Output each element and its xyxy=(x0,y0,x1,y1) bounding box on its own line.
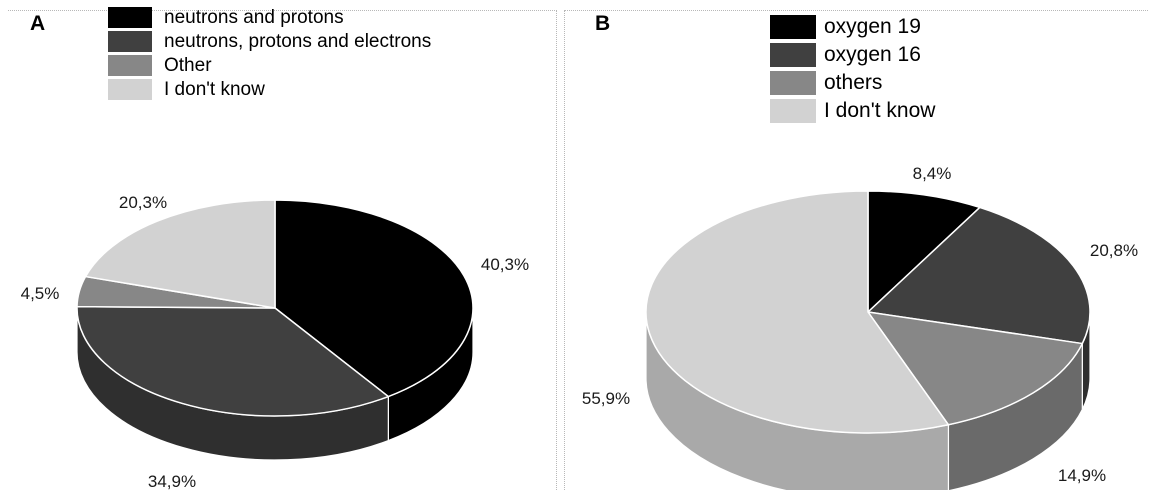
data-label: 40,3% xyxy=(481,255,529,274)
chart-panel-a xyxy=(8,10,557,490)
legend-label: I don't know xyxy=(824,99,936,122)
legend-item: oxygen 19 xyxy=(770,15,935,39)
legend-swatch xyxy=(108,55,152,76)
legend-label: oxygen 16 xyxy=(824,43,921,66)
pie-slice-1 xyxy=(274,199,474,398)
pie-slice-4 xyxy=(645,190,950,434)
legend-item: I don't know xyxy=(108,79,431,100)
legend-label: others xyxy=(824,71,883,94)
legend-a: neutrons and protons neutrons, protons a… xyxy=(108,7,431,103)
legend-swatch xyxy=(770,99,816,123)
pie-slice-2 xyxy=(867,206,1091,345)
pie-slice-1 xyxy=(867,190,981,313)
legend-item: oxygen 16 xyxy=(770,43,935,67)
legend-swatch xyxy=(108,79,152,100)
legend-item: Other xyxy=(108,55,431,76)
legend-swatch xyxy=(108,31,152,52)
data-label: 20,3% xyxy=(119,193,167,212)
pie-slice-4 xyxy=(84,199,276,309)
legend-label: neutrons, protons and electrons xyxy=(164,31,432,52)
data-label: 20,8% xyxy=(1090,241,1138,260)
data-label: 34,9% xyxy=(148,472,196,490)
legend-swatch xyxy=(108,7,152,28)
data-label: 14,9% xyxy=(1058,466,1106,485)
panel-a-letter: A xyxy=(30,12,46,35)
legend-swatch xyxy=(770,43,816,67)
pie-slice-2 xyxy=(76,305,390,417)
legend-swatch xyxy=(770,15,816,39)
pie-slice-3 xyxy=(867,311,1084,426)
legend-label: I don't know xyxy=(164,79,265,100)
legend-swatch xyxy=(770,71,816,95)
data-label: 55,9% xyxy=(582,389,630,408)
legend-label: Other xyxy=(164,55,212,76)
panel-b-letter: B xyxy=(595,12,611,35)
legend-item: others xyxy=(770,71,935,95)
legend-label: oxygen 19 xyxy=(824,15,921,38)
chart-panel-b xyxy=(564,10,1148,490)
legend-item: neutrons, protons and electrons xyxy=(108,31,431,52)
legend-item: I don't know xyxy=(770,99,935,123)
data-label: 4,5% xyxy=(21,284,60,303)
legend-b: oxygen 19 oxygen 16 others I don't know xyxy=(770,15,935,127)
data-label: 8,4% xyxy=(913,164,952,183)
legend-item: neutrons and protons xyxy=(108,7,431,28)
legend-label: neutrons and protons xyxy=(164,7,344,28)
